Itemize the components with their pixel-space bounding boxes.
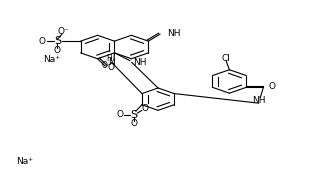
Text: N: N bbox=[108, 58, 115, 67]
Text: O: O bbox=[39, 37, 46, 46]
Text: S: S bbox=[54, 36, 61, 46]
Text: NH: NH bbox=[167, 29, 181, 38]
Text: O: O bbox=[141, 104, 149, 113]
Text: Na⁺: Na⁺ bbox=[16, 157, 33, 166]
Text: NH: NH bbox=[252, 96, 265, 105]
Text: O: O bbox=[54, 46, 61, 55]
Text: O: O bbox=[269, 82, 276, 91]
Text: Cl: Cl bbox=[222, 54, 231, 63]
Text: O: O bbox=[117, 111, 124, 119]
Text: H: H bbox=[106, 54, 112, 63]
Text: NH: NH bbox=[133, 58, 146, 67]
Text: O⁻: O⁻ bbox=[58, 27, 69, 36]
Text: O: O bbox=[107, 63, 114, 72]
Text: S: S bbox=[131, 110, 138, 120]
Text: O: O bbox=[131, 119, 138, 128]
Text: O⁻: O⁻ bbox=[102, 61, 112, 70]
Text: Na⁺: Na⁺ bbox=[43, 55, 60, 64]
